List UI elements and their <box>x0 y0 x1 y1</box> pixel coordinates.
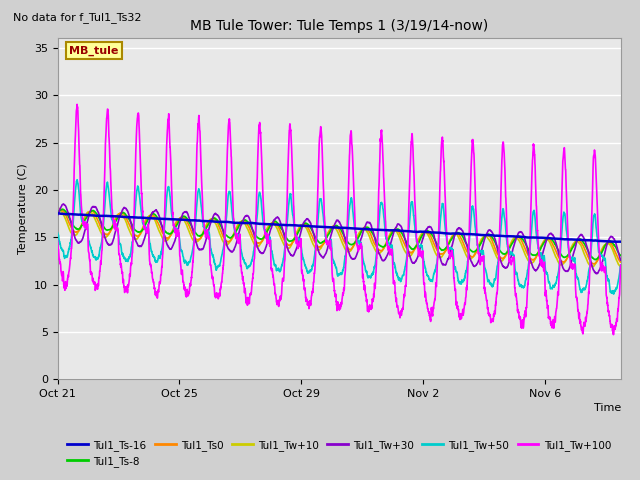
Text: Time: Time <box>593 403 621 413</box>
Title: MB Tule Tower: Tule Temps 1 (3/19/14-now): MB Tule Tower: Tule Temps 1 (3/19/14-now… <box>190 19 488 33</box>
Legend: Tul1_Ts-16, Tul1_Ts-8, Tul1_Ts0, Tul1_Tw+10, Tul1_Tw+30, Tul1_Tw+50, Tul1_Tw+100: Tul1_Ts-16, Tul1_Ts-8, Tul1_Ts0, Tul1_Tw… <box>63 435 615 471</box>
Y-axis label: Temperature (C): Temperature (C) <box>18 163 28 254</box>
Text: MB_tule: MB_tule <box>69 46 118 56</box>
Text: No data for f_Tul1_Ts32: No data for f_Tul1_Ts32 <box>13 12 141 23</box>
